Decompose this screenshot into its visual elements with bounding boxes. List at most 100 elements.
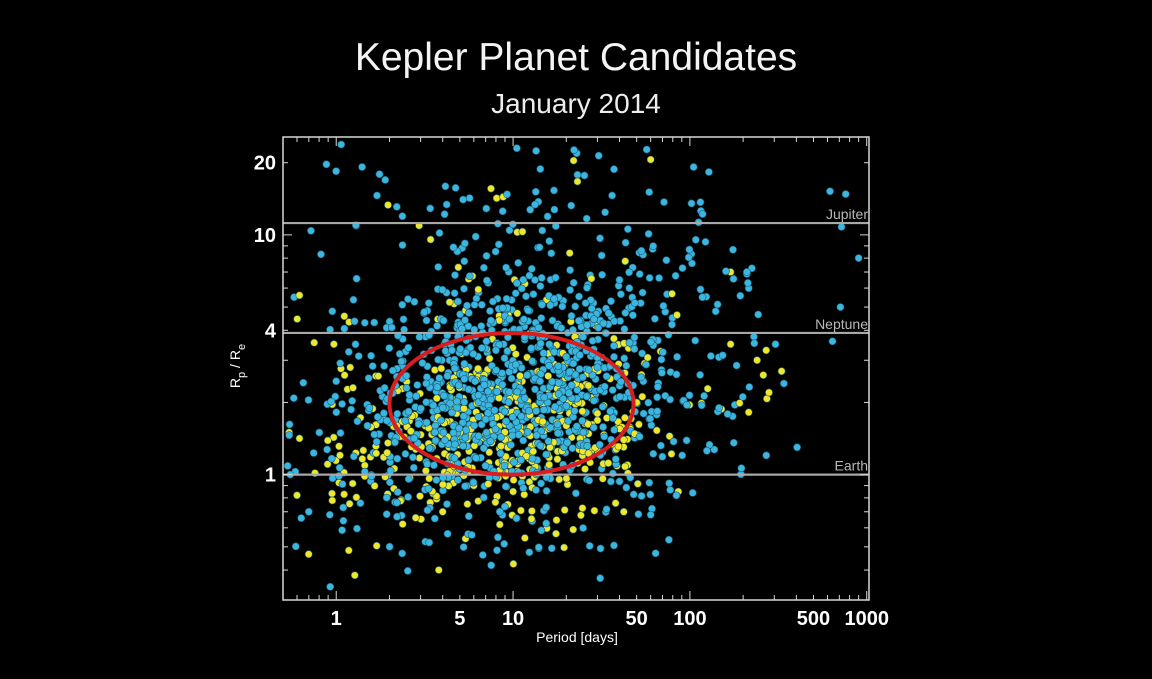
data-point <box>398 300 407 309</box>
data-point <box>687 199 696 208</box>
data-point <box>604 309 613 318</box>
data-point <box>464 512 473 521</box>
data-point <box>510 458 518 467</box>
data-point <box>841 190 850 198</box>
data-point <box>430 514 439 523</box>
data-point <box>516 371 524 380</box>
data-point <box>629 311 637 320</box>
data-point <box>563 438 572 447</box>
data-point <box>744 278 752 287</box>
data-point <box>359 446 368 455</box>
data-point <box>532 431 541 440</box>
data-point <box>555 475 564 484</box>
data-point <box>565 367 574 376</box>
data-point <box>566 286 574 294</box>
data-point <box>854 254 863 262</box>
data-point <box>546 423 555 432</box>
data-point <box>479 493 488 502</box>
data-point <box>532 146 540 155</box>
data-point <box>637 246 646 255</box>
data-point <box>696 370 704 379</box>
data-point <box>637 492 646 500</box>
data-point <box>729 438 738 447</box>
data-point <box>335 471 343 480</box>
data-point <box>562 352 571 361</box>
data-point <box>634 510 643 519</box>
data-point <box>519 275 528 284</box>
data-point <box>454 381 463 390</box>
data-point <box>826 187 834 196</box>
data-point <box>565 249 574 257</box>
data-point <box>460 257 469 266</box>
data-point <box>585 542 594 550</box>
data-point <box>607 297 615 306</box>
data-point <box>658 368 666 377</box>
data-point <box>521 534 529 542</box>
data-point <box>655 274 663 282</box>
data-point <box>432 476 441 484</box>
data-point <box>310 338 319 347</box>
data-point <box>474 285 483 294</box>
data-point <box>481 415 490 424</box>
data-point <box>498 304 507 312</box>
data-point <box>344 347 353 356</box>
data-point <box>482 204 491 213</box>
data-point <box>340 312 349 321</box>
data-point <box>372 449 381 458</box>
data-point <box>459 195 467 204</box>
data-point <box>698 293 707 302</box>
data-point <box>713 300 722 309</box>
data-point <box>338 400 346 408</box>
data-point <box>323 445 331 454</box>
data-point <box>617 377 625 386</box>
data-point <box>509 220 517 229</box>
data-point <box>738 392 747 401</box>
data-point <box>583 442 592 450</box>
data-point <box>545 340 554 349</box>
data-point <box>635 432 644 441</box>
data-point <box>388 366 397 375</box>
data-point <box>464 385 473 394</box>
data-point <box>431 436 440 445</box>
data-point <box>370 481 379 490</box>
data-point <box>293 315 302 323</box>
data-point <box>691 336 700 345</box>
data-point <box>481 461 490 470</box>
data-point <box>375 170 384 179</box>
data-point <box>349 452 358 461</box>
data-point <box>523 428 532 436</box>
y-axis-ticks: 1 4 10 20 <box>254 153 869 601</box>
data-point <box>408 453 417 462</box>
data-point <box>646 155 655 164</box>
data-point <box>495 520 504 529</box>
x-tick-label: 1000 <box>844 608 889 630</box>
data-point <box>575 365 584 373</box>
data-point <box>554 389 563 398</box>
data-point <box>352 493 361 502</box>
data-point <box>525 406 533 415</box>
data-point <box>332 377 341 386</box>
data-point <box>518 227 527 236</box>
data-point <box>480 380 489 389</box>
data-point <box>629 490 638 499</box>
data-point <box>545 361 553 370</box>
data-point <box>602 505 611 514</box>
data-point <box>535 243 544 252</box>
data-point <box>572 422 581 431</box>
data-point <box>685 245 694 254</box>
data-point <box>722 267 730 276</box>
data-point <box>517 455 525 464</box>
data-point <box>422 316 431 325</box>
data-point <box>614 442 623 451</box>
y-tick-label: 10 <box>254 225 276 247</box>
data-point <box>517 363 526 372</box>
data-points <box>283 140 863 591</box>
data-point <box>611 455 620 464</box>
data-point <box>338 526 346 535</box>
data-point <box>349 295 358 304</box>
data-point <box>482 337 491 346</box>
data-point <box>425 538 434 547</box>
data-point <box>325 510 334 519</box>
data-point <box>423 506 432 515</box>
data-point <box>456 310 464 319</box>
